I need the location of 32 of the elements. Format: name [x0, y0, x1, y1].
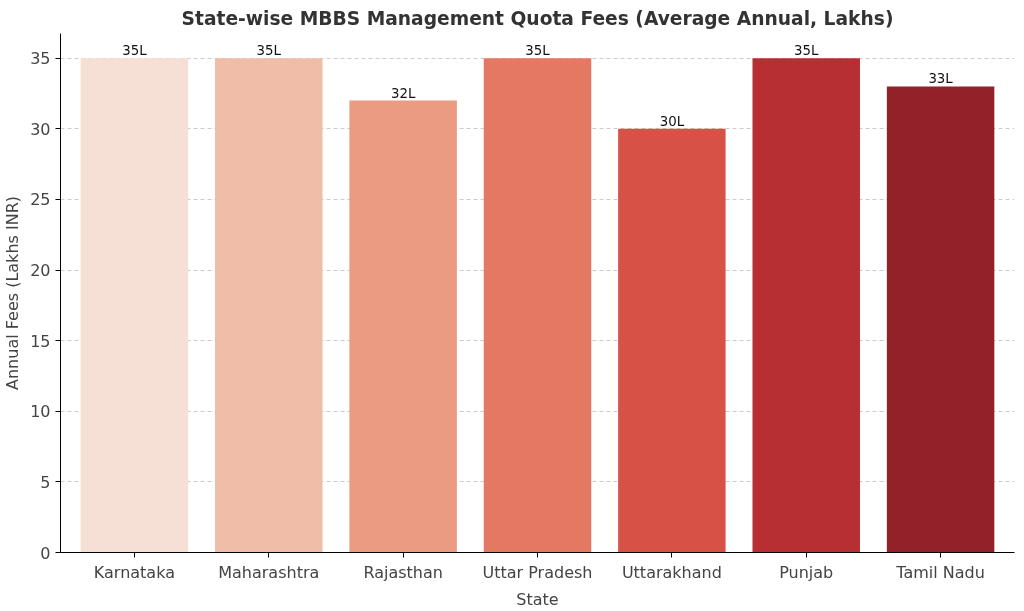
y-tick-label: 30	[30, 119, 51, 139]
y-tick-label: 5	[40, 472, 51, 492]
bar	[349, 100, 457, 553]
y-tick-label: 0	[40, 543, 51, 563]
data-label: 35L	[122, 43, 148, 59]
x-tick-label: Tamil Nadu	[895, 562, 985, 582]
x-tick-label: Rajasthan	[363, 562, 443, 582]
data-label: 33L	[928, 71, 954, 87]
y-tick-label: 10	[30, 402, 51, 422]
x-tick-label: Karnataka	[93, 562, 175, 582]
data-label: 30L	[659, 113, 685, 129]
bar	[752, 58, 860, 553]
data-label: 32L	[390, 85, 416, 101]
bar	[215, 58, 323, 553]
bar	[886, 86, 995, 553]
chart-title: State-wise MBBS Management Quota Fees (Average Annual, Lakhs)	[181, 7, 894, 29]
x-tick-label: Punjab	[779, 562, 834, 582]
bar	[80, 58, 189, 553]
y-tick-label: 35	[30, 49, 51, 69]
x-tick-label: Maharashtra	[218, 562, 320, 582]
data-label: 35L	[794, 43, 819, 59]
y-tick-label: 15	[30, 331, 51, 351]
x-tick-label: Uttarakhand	[621, 562, 722, 582]
y-axis-title: Annual Fees (Lakhs INR)	[3, 196, 23, 390]
x-axis-title: State	[516, 589, 559, 609]
x-tick-label: Uttar Pradesh	[482, 562, 593, 582]
data-label: 35L	[525, 43, 551, 59]
y-tick-label: 20	[30, 261, 51, 281]
y-tick-label: 25	[30, 190, 51, 210]
bar	[618, 128, 726, 553]
data-label: 35L	[256, 43, 282, 59]
bar	[483, 58, 592, 553]
